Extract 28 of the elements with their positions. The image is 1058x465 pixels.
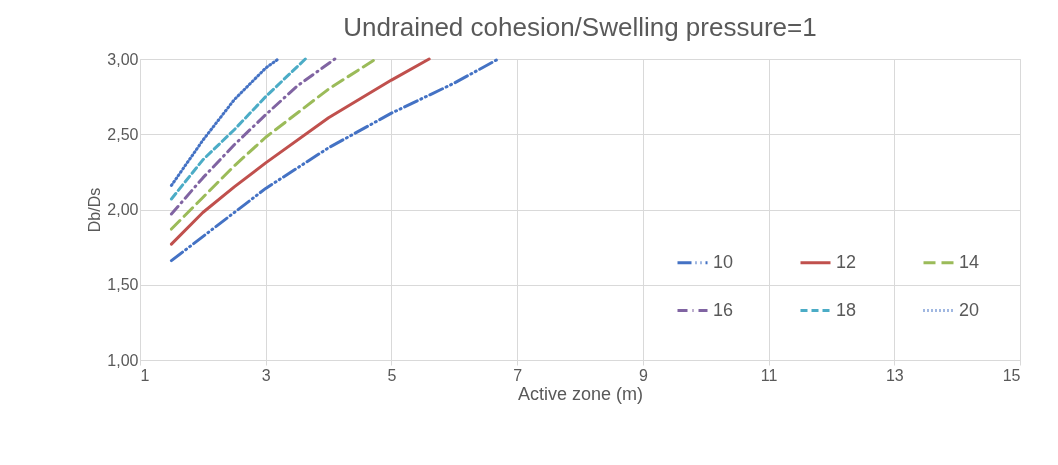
x-tick-label: 11 [760, 366, 778, 384]
line-series [169, 57, 307, 201]
x-tick-label: 1 [140, 366, 150, 384]
y-tick-label: 2,50 [107, 125, 139, 143]
x-tick-label: 3 [261, 366, 271, 384]
y-tick-label: 3,00 [107, 50, 139, 68]
legend-label: 14 [959, 251, 980, 272]
legend-label: 12 [836, 251, 857, 272]
x-tick-label: 5 [387, 366, 397, 384]
y-axis-title: Db/Ds [86, 187, 104, 233]
line-series [169, 57, 431, 246]
line-series [169, 57, 378, 231]
legend-label: 20 [959, 299, 980, 320]
legend-label: 10 [713, 251, 734, 272]
y-tick-label: 1,00 [107, 351, 139, 369]
chart-title: Undrained cohesion/Swelling pressure=1 [343, 12, 817, 42]
line-series [169, 57, 280, 187]
x-tick-label: 7 [513, 366, 523, 384]
x-axis-title: Active zone (m) [517, 383, 644, 404]
line-series [169, 57, 337, 216]
x-tick-label: 13 [885, 366, 904, 384]
line-series [169, 57, 500, 263]
y-tick-label: 2,00 [107, 201, 139, 218]
legend-label: 18 [836, 299, 857, 320]
y-tick-label: 1,50 [107, 276, 139, 294]
x-tick-label: 9 [638, 366, 648, 384]
legend-label: 16 [713, 299, 734, 320]
x-tick-label: 15 [1002, 366, 1021, 384]
